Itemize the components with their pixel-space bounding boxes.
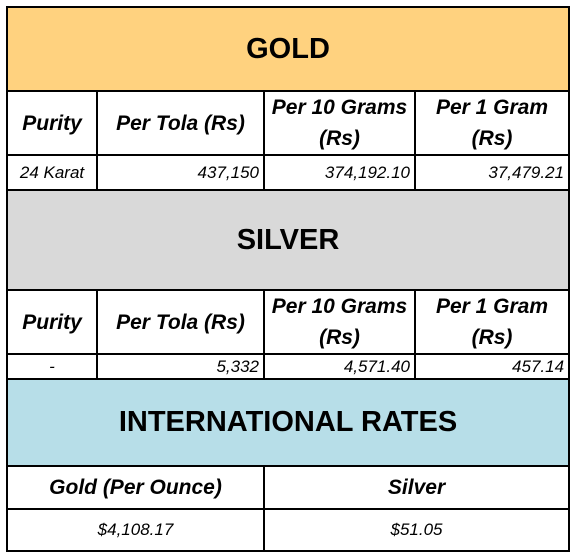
section-title: INTERNATIONAL RATES: [5, 378, 571, 467]
column-header: Per Tola (Rs): [96, 289, 265, 355]
data-cell: 5,332: [96, 353, 265, 380]
data-row: $4,108.17 $51.05: [6, 508, 571, 552]
section-title: SILVER: [5, 189, 571, 291]
data-cell: 24 Karat: [6, 154, 98, 191]
rates-table: GOLD Purity Per Tola (Rs) Per 10 Grams (Rs)…: [5, 6, 571, 552]
column-header: Per 10 Grams (Rs): [263, 289, 416, 355]
column-header: Per 1 Gram (Rs): [413, 289, 571, 355]
column-header: Purity: [6, 90, 98, 156]
data-cell: 37,479.21: [413, 154, 571, 191]
header-row: Gold (Per Ounce) Silver: [6, 465, 571, 510]
data-row: 24 Karat 437,150 374,192.10 37,479.21: [6, 154, 571, 191]
column-header: Silver: [262, 465, 571, 510]
section-title-row: SILVER: [5, 189, 571, 291]
header-row: Purity Per Tola (Rs) Per 10 Grams (Rs) Per …: [6, 90, 571, 156]
header-row: Purity Per Tola (Rs) Per 10 Grams (Rs) Per …: [6, 289, 571, 355]
section-title-row: GOLD: [5, 6, 571, 92]
section-title: GOLD: [5, 6, 571, 92]
data-cell: $51.05: [262, 508, 571, 552]
data-cell: 374,192.10: [263, 154, 416, 191]
data-cell: $4,108.17: [6, 508, 265, 552]
column-header: Gold (Per Ounce): [6, 465, 265, 510]
column-header: Per 10 Grams (Rs): [263, 90, 416, 156]
data-cell: 4,571.40: [263, 353, 416, 380]
data-cell: 437,150: [96, 154, 265, 191]
column-header: Purity: [6, 289, 98, 355]
data-row: -5,332 4,571.40 457.14: [6, 353, 571, 380]
section-title-row: INTERNATIONAL RATES: [5, 378, 571, 467]
column-header: Per Tola (Rs): [96, 90, 265, 156]
column-header: Per 1 Gram (Rs): [413, 90, 571, 156]
data-cell: 457.14: [413, 353, 571, 380]
data-cell: -: [6, 353, 98, 380]
